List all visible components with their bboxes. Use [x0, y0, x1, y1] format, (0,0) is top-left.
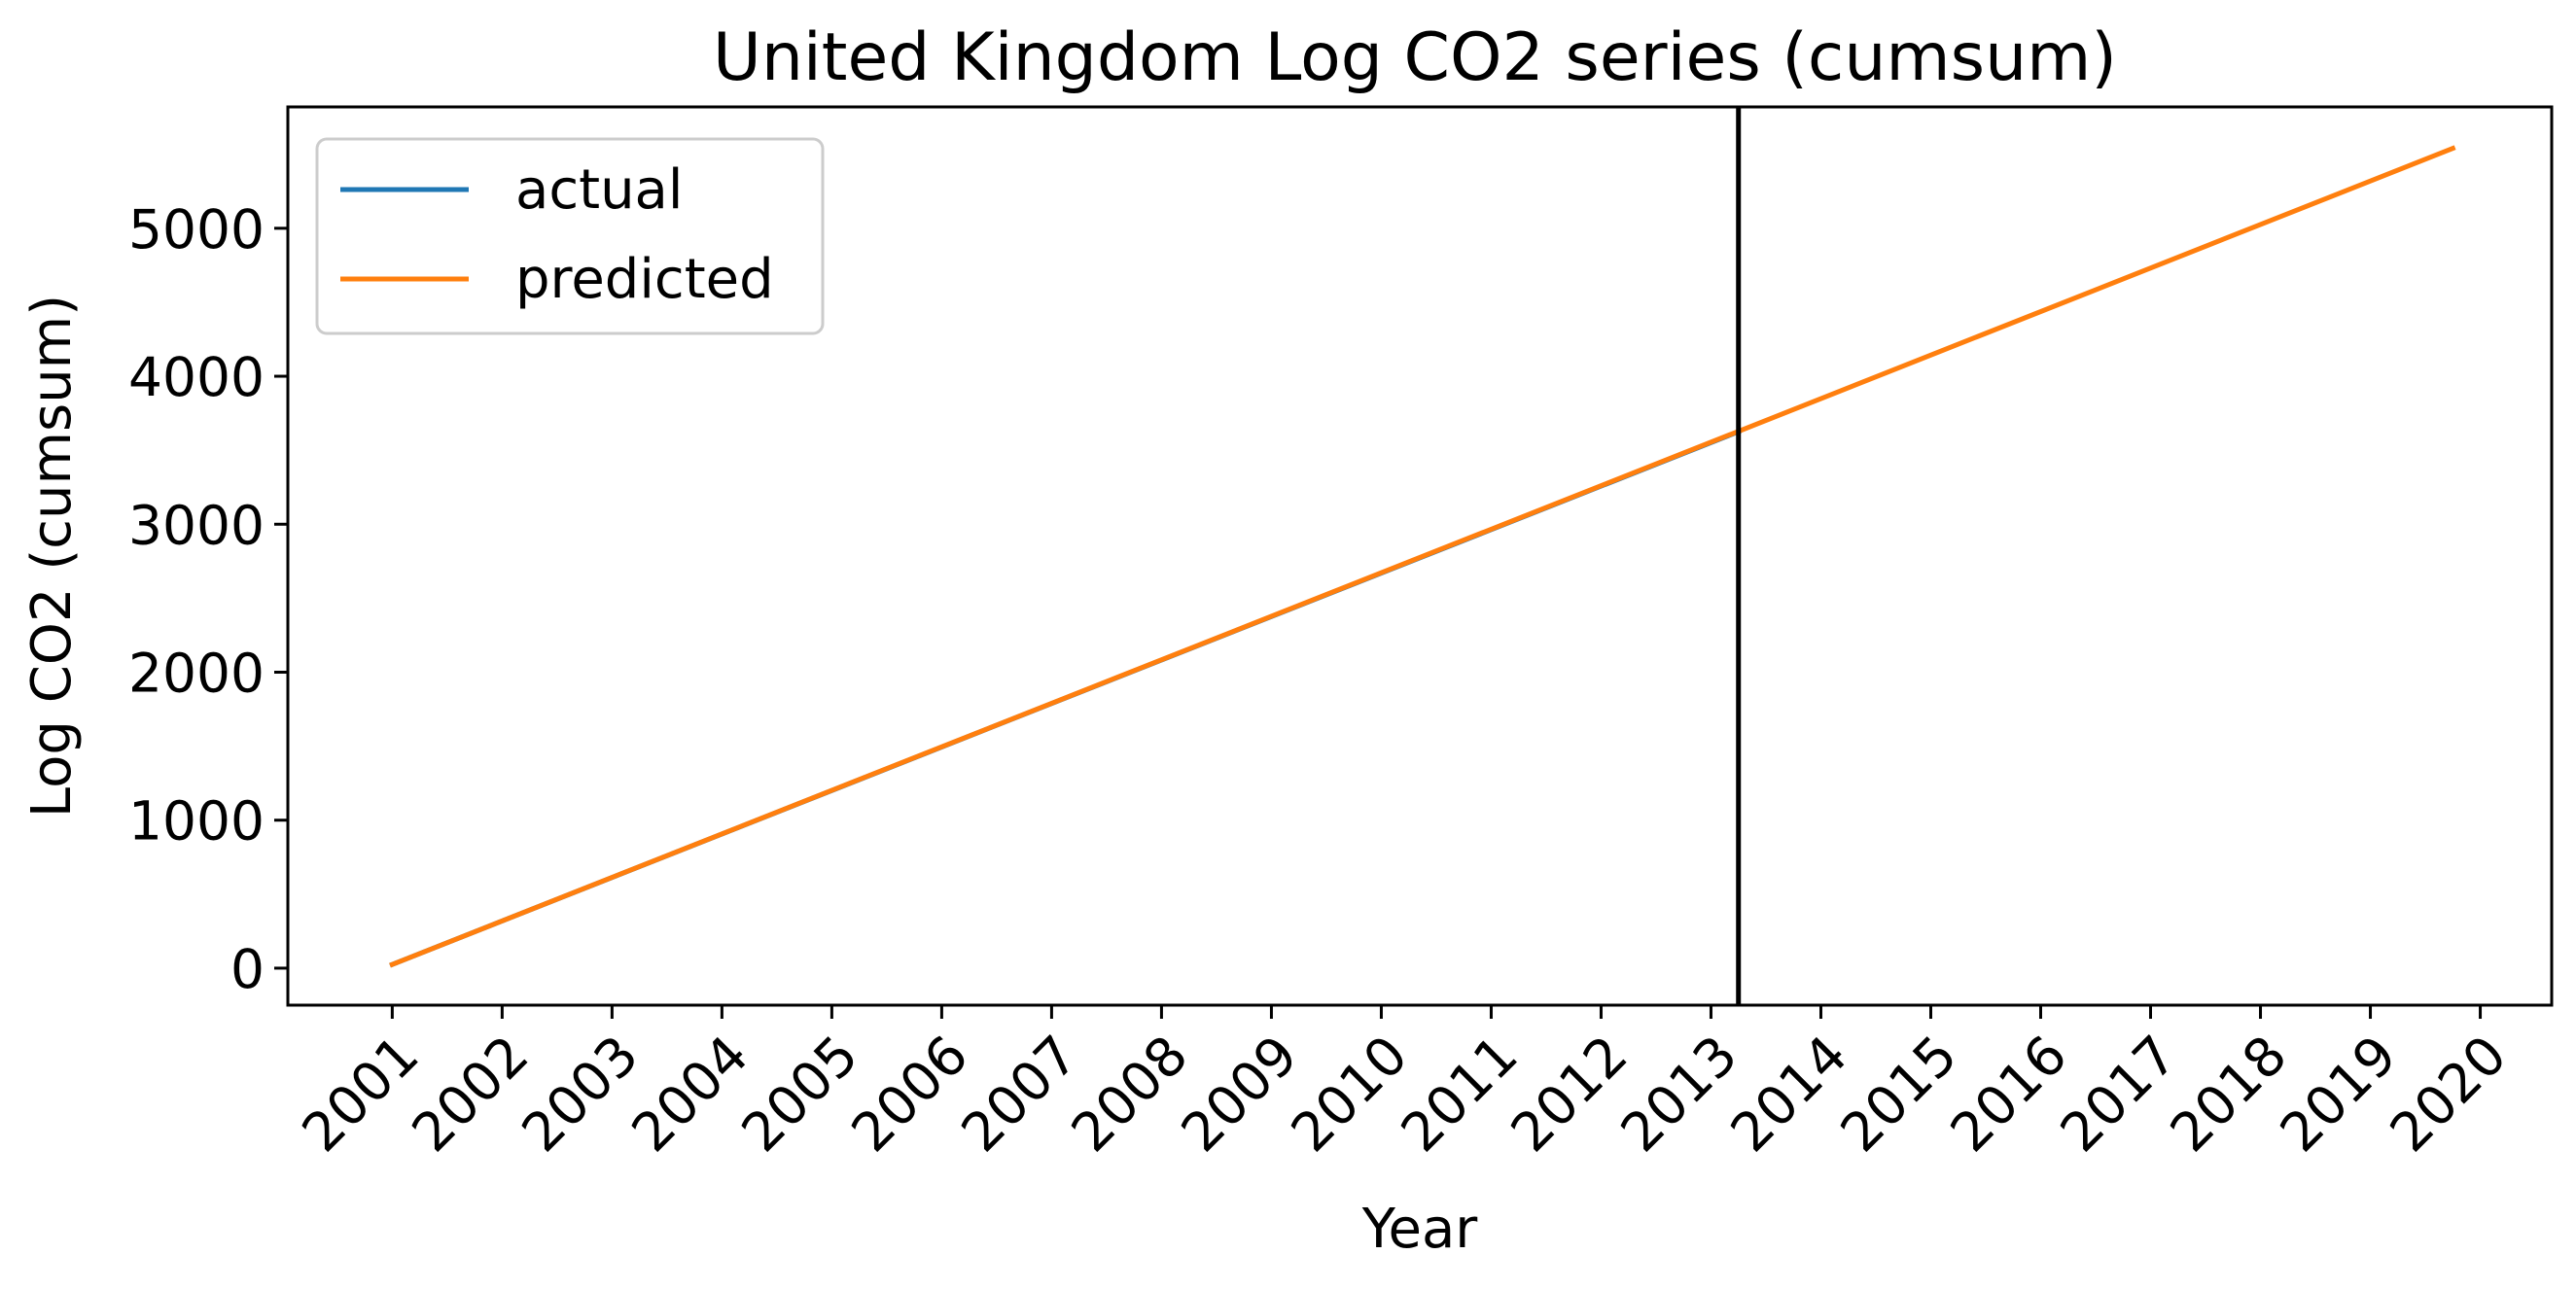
x-tick-label: 2012: [1499, 1024, 1639, 1164]
chart-title: United Kingdom Log CO2 series (cumsum): [713, 19, 2117, 96]
y-tick-label: 5000: [128, 198, 265, 261]
y-tick-label: 4000: [128, 346, 265, 408]
y-tick-label: 2000: [128, 642, 265, 704]
x-tick-label: 2003: [510, 1024, 650, 1164]
legend: actual predicted: [315, 137, 825, 335]
x-tick-label: 2019: [2268, 1024, 2408, 1164]
x-tick-label: 2013: [1608, 1024, 1748, 1164]
y-axis: 0 1000 2000 3000 4000 5000: [128, 198, 288, 1000]
y-tick-label: 3000: [128, 494, 265, 556]
x-tick-label: 2006: [839, 1024, 979, 1164]
x-tick-label: 2014: [1718, 1024, 1858, 1164]
plot-area: [286, 105, 2554, 1007]
series-lines: [389, 107, 2456, 1005]
x-tick-label: 2002: [400, 1024, 540, 1164]
legend-label-actual: actual: [515, 158, 683, 222]
x-tick-label: 2008: [1059, 1024, 1199, 1164]
x-tick-label: 2011: [1389, 1024, 1529, 1164]
x-tick-label: 2015: [1828, 1024, 1968, 1164]
x-tick-label: 2001: [290, 1024, 430, 1164]
x-tick-label: 2016: [1938, 1024, 2078, 1164]
y-axis-label: Log CO2 (cumsum): [20, 295, 84, 818]
series-line-predicted: [389, 145, 2456, 968]
x-tick-label: 2017: [2048, 1024, 2188, 1164]
x-tick-label: 2009: [1169, 1024, 1309, 1164]
x-tick-label: 2007: [949, 1024, 1089, 1164]
axes-frame: [286, 105, 2554, 1007]
y-tick-label: 0: [230, 938, 265, 1000]
legend-label-predicted: predicted: [515, 248, 774, 311]
y-tick-label: 1000: [128, 790, 265, 853]
x-tick-label: 2005: [729, 1024, 869, 1164]
x-tick-label: 2004: [619, 1024, 759, 1164]
x-axis: 2001200220032004200520062007200820092010…: [290, 1005, 2519, 1164]
x-axis-label: Year: [1361, 1198, 1479, 1261]
x-tick-label: 2010: [1279, 1024, 1419, 1164]
x-tick-label: 2018: [2158, 1024, 2298, 1164]
x-tick-label: 2020: [2378, 1024, 2518, 1164]
